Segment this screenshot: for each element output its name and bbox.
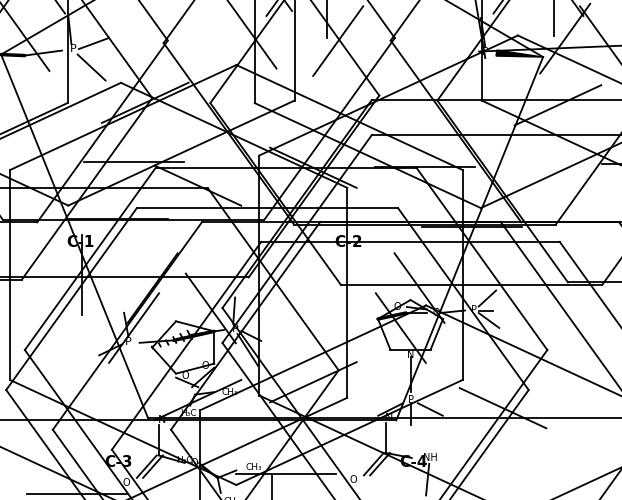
Text: P: P xyxy=(407,394,414,404)
Text: H₃C: H₃C xyxy=(180,409,197,418)
Text: C-4: C-4 xyxy=(399,455,428,470)
Text: O: O xyxy=(201,361,209,371)
Polygon shape xyxy=(496,50,543,57)
Text: O: O xyxy=(182,371,189,381)
Text: NH: NH xyxy=(423,453,438,463)
Text: C-3: C-3 xyxy=(104,455,132,470)
Text: N: N xyxy=(384,413,393,423)
Text: N: N xyxy=(157,416,166,426)
Text: O: O xyxy=(123,478,130,488)
Text: CH₃: CH₃ xyxy=(224,498,241,500)
Text: P: P xyxy=(482,46,489,56)
Text: P: P xyxy=(125,337,132,347)
Text: CH₃: CH₃ xyxy=(246,464,262,472)
Text: O: O xyxy=(432,308,440,318)
Text: O: O xyxy=(393,302,401,312)
Text: C-2: C-2 xyxy=(334,235,363,250)
Text: C-1: C-1 xyxy=(67,235,95,250)
Text: O: O xyxy=(191,458,198,468)
Text: CH₃: CH₃ xyxy=(221,388,238,396)
Text: P: P xyxy=(471,304,478,314)
Text: P: P xyxy=(232,324,238,334)
Text: N: N xyxy=(407,350,414,360)
Text: O: O xyxy=(350,476,357,486)
Text: P: P xyxy=(70,44,77,54)
Text: H₃C: H₃C xyxy=(176,456,193,465)
